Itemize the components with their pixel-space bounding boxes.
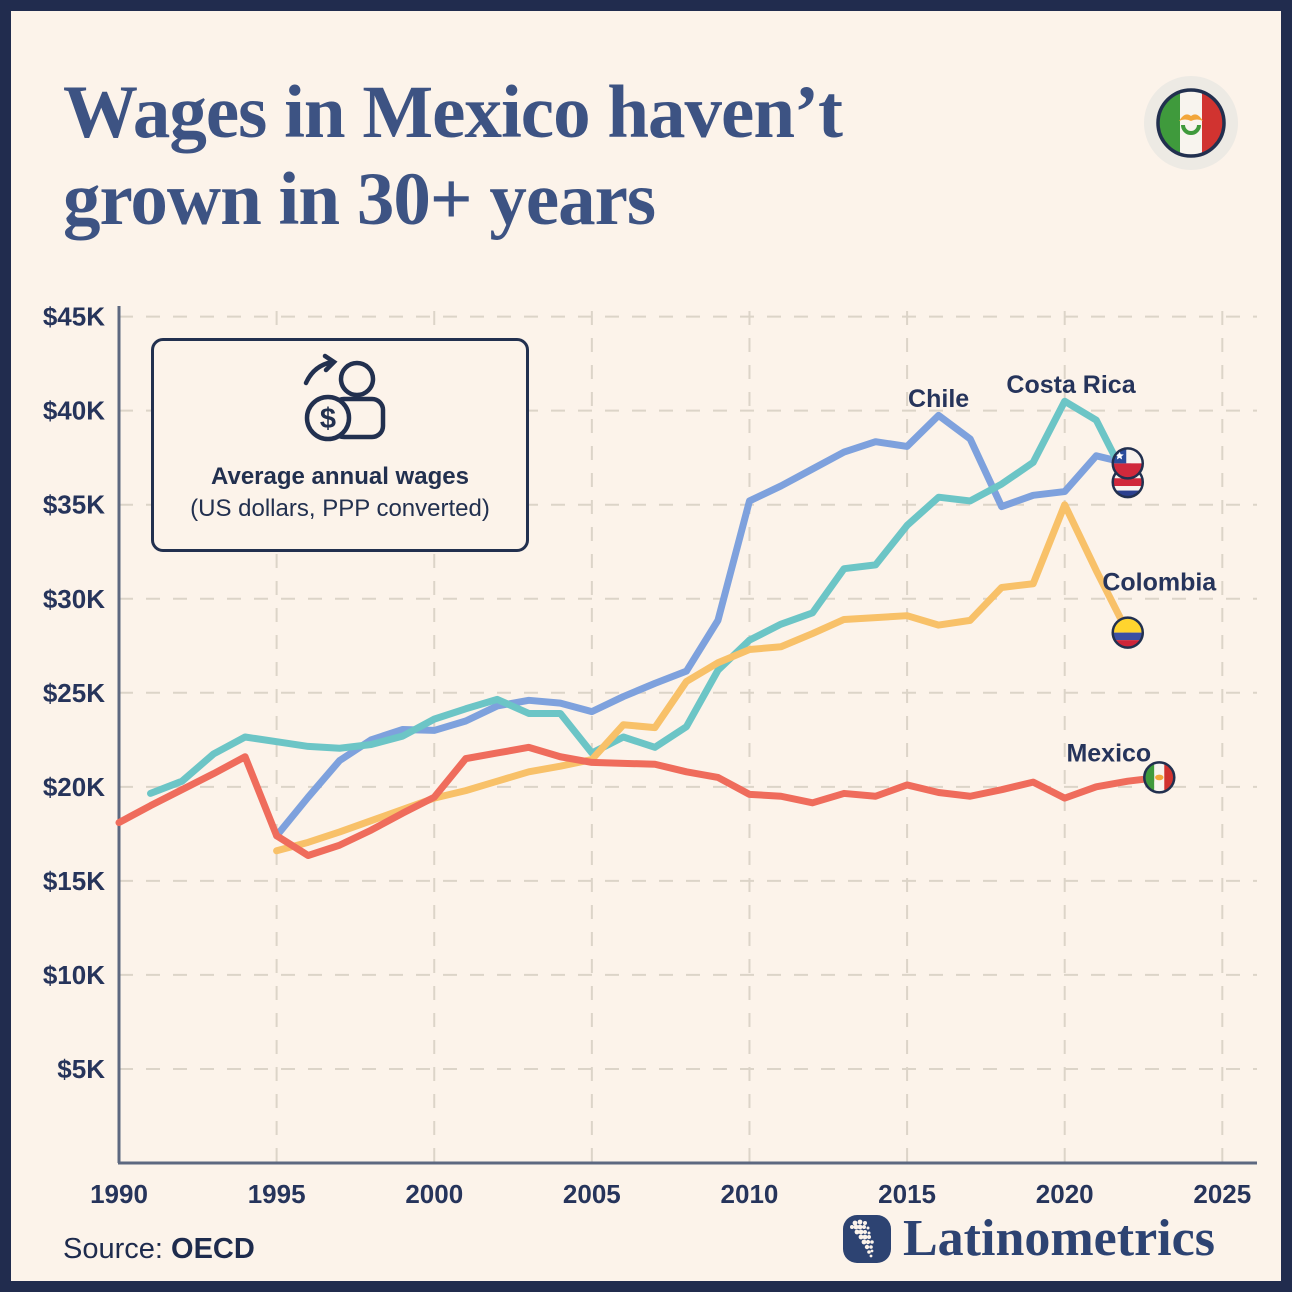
- mexico-label: Mexico: [1066, 739, 1151, 767]
- colombia-flag-icon: [1111, 616, 1145, 649]
- x-tick-label: 2020: [1036, 1179, 1094, 1209]
- mexico-flag-badge: [1143, 75, 1239, 171]
- y-tick-label: $40K: [43, 396, 105, 426]
- x-tick-label: 2010: [721, 1179, 779, 1209]
- costa-rica-line: [147, 397, 1132, 797]
- y-tick-label: $35K: [43, 490, 105, 520]
- y-tick-label: $5K: [57, 1054, 105, 1084]
- costa-rica-label: Costa Rica: [1006, 371, 1136, 399]
- dollar-glyph: $: [320, 403, 336, 435]
- source-label: Source:: [63, 1233, 163, 1265]
- wage-money-icon: $: [303, 353, 386, 442]
- legend-box: $ Average annual wages (US dollars, PPP …: [151, 338, 529, 552]
- chile-flag-icon: [1111, 447, 1145, 480]
- mexico-flag-icon: [1144, 76, 1238, 170]
- y-tick-label: $20K: [43, 772, 105, 802]
- x-tick-label: 1990: [90, 1179, 148, 1209]
- y-tick-label: $30K: [43, 584, 105, 614]
- mexico-flag-icon: [1143, 761, 1176, 794]
- x-tick-label: 2015: [878, 1179, 936, 1209]
- y-tick-label: $25K: [43, 678, 105, 708]
- title-line-2: grown in 30+ years: [63, 158, 656, 241]
- legend-subtitle: (US dollars, PPP converted): [190, 495, 490, 522]
- legend-title: Average annual wages: [211, 463, 469, 490]
- latinometrics-logo-icon: [843, 1214, 891, 1263]
- brand-name: Latinometrics: [903, 1210, 1215, 1267]
- y-tick-label: $10K: [43, 960, 105, 990]
- source-value: OECD: [171, 1233, 255, 1265]
- brand-lockup: Latinometrics: [843, 1209, 1215, 1268]
- page-title: Wages in Mexico haven’t grown in 30+ year…: [63, 69, 1023, 243]
- mexico-line: [115, 743, 1163, 859]
- chile-label: Chile: [908, 385, 969, 413]
- x-tick-label: 2025: [1193, 1179, 1251, 1209]
- x-tick-label: 1995: [248, 1179, 306, 1209]
- x-tick-label: 2000: [405, 1179, 463, 1209]
- y-tick-label: $45K: [43, 302, 105, 332]
- title-line-1: Wages in Mexico haven’t: [63, 71, 843, 154]
- x-tick-label: 2005: [563, 1179, 621, 1209]
- source-note: Source: OECD: [63, 1233, 255, 1266]
- y-tick-label: $15K: [43, 866, 105, 896]
- wages-line-chart: $5K $10K $15K $20K $25K $30K $35K $40K $45K 1990 1…: [43, 302, 1257, 1209]
- colombia-label: Colombia: [1102, 568, 1217, 596]
- colombia-line: [273, 501, 1132, 855]
